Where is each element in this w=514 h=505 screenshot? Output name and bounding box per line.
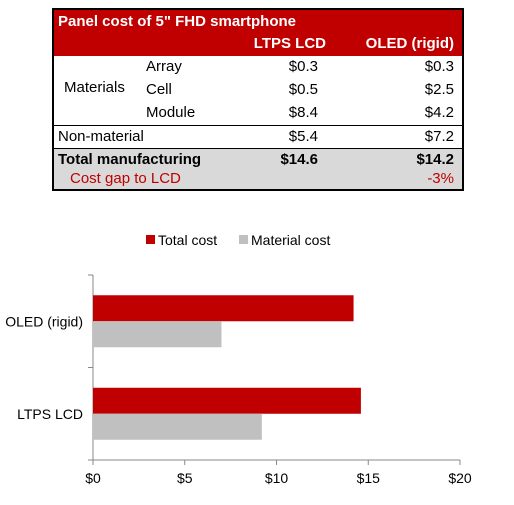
x-tick-label: $20 [448, 470, 472, 486]
oled-value: $4.2 [424, 104, 454, 121]
table-title-row: Panel cost of 5" FHD smartphone [54, 10, 462, 34]
oled-value: $7.2 [424, 128, 454, 145]
table-row: Module $8.4 $4.2 [54, 102, 462, 125]
materials-label: Materials [64, 79, 125, 96]
cost-gap-row: Cost gap to LCD -3% [54, 170, 462, 189]
ltps-value: $0.3 [288, 58, 318, 75]
row-label: Cost gap to LCD [70, 170, 181, 187]
bar-material-cost [93, 413, 262, 440]
cost-bar-chart: Total cost Material cost $0 $5 $10 $15 $20 OL… [5, 232, 472, 486]
category-label: LTPS LCD [17, 406, 83, 422]
table-row: Cell $0.5 $2.5 [54, 79, 462, 102]
x-tick-label: $15 [357, 470, 381, 486]
table-header: Panel cost of 5" FHD smartphone LTPS LCD… [54, 10, 462, 56]
bar-total-cost [93, 295, 354, 322]
ltps-value: $14.6 [280, 151, 318, 168]
x-tick-label: $0 [85, 470, 101, 486]
chart-legend: Total cost Material cost [146, 232, 330, 248]
legend-swatch [239, 235, 248, 244]
x-tick-label: $5 [177, 470, 193, 486]
row-label: Module [146, 104, 196, 121]
legend-swatch [146, 235, 155, 244]
oled-value: $2.5 [424, 81, 454, 98]
cost-table: Panel cost of 5" FHD smartphone LTPS LCD… [52, 8, 464, 191]
x-tick-label: $10 [265, 470, 289, 486]
ltps-value: $8.4 [288, 104, 318, 121]
x-tick-labels: $0 $5 $10 $15 $20 [85, 470, 472, 486]
table-title: Panel cost of 5" FHD smartphone [58, 13, 296, 30]
chart-bars [93, 295, 361, 440]
total-row: Total manufacturing $14.6 $14.2 [54, 148, 462, 170]
bar-total-cost [93, 387, 361, 414]
materials-block: Materials Array $0.3 $0.3 Cell $0.5 $2.5… [54, 56, 462, 125]
row-label: Array [146, 58, 182, 75]
oled-value: $0.3 [424, 58, 454, 75]
oled-value: $14.2 [416, 151, 454, 168]
table-row: Array $0.3 $0.3 [54, 56, 462, 79]
column-header-ltps: LTPS LCD [253, 35, 326, 52]
category-labels: OLED (rigid) LTPS LCD [5, 313, 83, 422]
category-label: OLED (rigid) [5, 313, 83, 329]
row-label: Total manufacturing [58, 151, 202, 168]
legend-label: Total cost [158, 232, 217, 248]
row-label: Non-material [58, 128, 144, 145]
oled-value: -3% [427, 170, 454, 187]
column-header-oled: OLED (rigid) [365, 35, 454, 52]
row-label: Cell [146, 81, 172, 98]
ltps-value: $0.5 [288, 81, 318, 98]
legend-label: Material cost [251, 232, 330, 248]
column-header-row: LTPS LCD OLED (rigid) [54, 34, 462, 56]
non-material-row: Non-material $5.4 $7.2 [54, 125, 462, 148]
bar-material-cost [93, 321, 222, 348]
ltps-value: $5.4 [288, 128, 318, 145]
